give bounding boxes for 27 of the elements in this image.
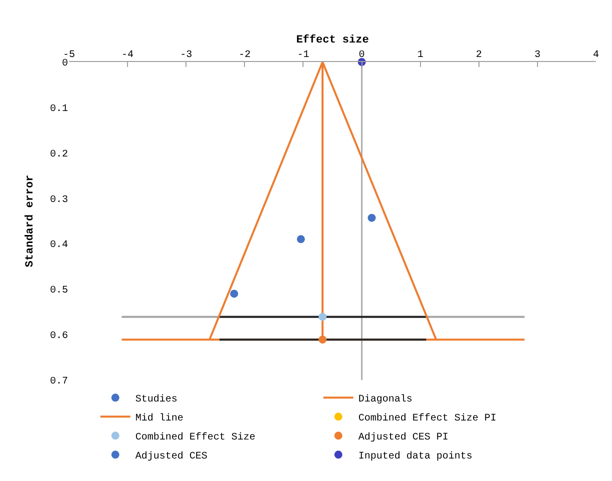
y-tick-label: 0	[62, 58, 68, 70]
y-tick-label: 0.4	[50, 240, 68, 252]
legend-label: Inputed data points	[358, 450, 472, 463]
legend-label: Combined Effect Size PI	[358, 412, 496, 425]
legend-label: Adjusted CES	[135, 450, 208, 463]
legend-label: Diagonals	[358, 394, 412, 406]
legend-label: Combined Effect Size	[135, 432, 256, 444]
y-tick-label: 0.6	[50, 331, 68, 342]
x-tick-label: -2	[238, 50, 251, 61]
x-tick-label: 3	[534, 50, 540, 61]
legend-label: Studies	[135, 394, 178, 406]
legend-label: Mid line	[135, 412, 184, 425]
y-tick-label: 0.2	[50, 149, 68, 160]
x-tick-label: 1	[417, 50, 424, 61]
x-tick-label: -3	[180, 50, 192, 61]
y-axis-title: Standard error	[24, 174, 37, 268]
x-tick-label: -4	[122, 50, 134, 61]
y-tick-label: 0.5	[50, 286, 68, 297]
x-tick-label: -1	[297, 50, 310, 61]
y-tick-label: 0.1	[50, 104, 68, 115]
legend-label: Adjusted CES PI	[358, 432, 448, 444]
x-axis-title: Effect size	[296, 34, 370, 47]
x-tick-label: 4	[592, 50, 600, 61]
y-tick-label: 0.3	[50, 194, 68, 206]
x-tick-label: 0	[358, 50, 365, 61]
y-tick-label: 0.7	[50, 376, 68, 388]
x-tick-label: 2	[476, 50, 482, 61]
